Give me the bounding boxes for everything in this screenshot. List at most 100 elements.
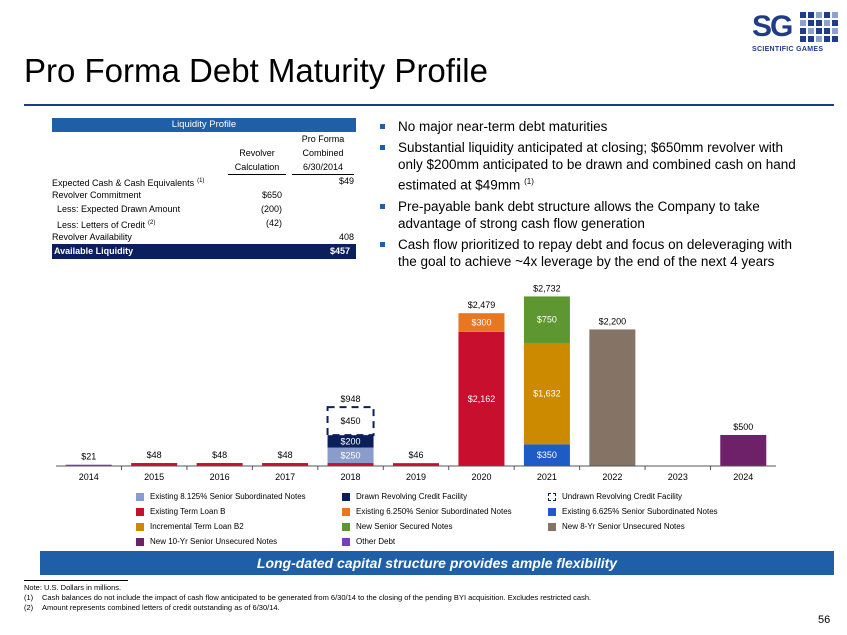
- legend-swatch: [342, 538, 350, 546]
- legend-item: New 10-Yr Senior Unsecured Notes: [136, 537, 277, 547]
- liquidity-row-combined: 408: [338, 232, 354, 242]
- legend-label: Incremental Term Loan B2: [150, 522, 244, 531]
- bar-segment: [326, 406, 375, 437]
- takeaway-banner: Long-dated capital structure provides am…: [40, 551, 834, 575]
- bar-segment: [393, 463, 439, 466]
- legend-label: Existing 6.625% Senior Subordinated Note…: [562, 507, 718, 516]
- bar-segment: [523, 342, 570, 445]
- available-liquidity-label: Available Liquidity: [54, 246, 134, 256]
- company-logo: SG SCIENTIFIC GAMES: [752, 8, 842, 56]
- bar-segment: [262, 463, 309, 466]
- bullet-item: Substantial liquidity anticipated at clo…: [376, 139, 796, 194]
- legend-label: New 8-Yr Senior Unsecured Notes: [562, 522, 685, 531]
- liquidity-row: Less: Letters of Credit (2) (42): [52, 216, 356, 230]
- bullet-text: No major near-term debt maturities: [398, 119, 608, 134]
- legend-swatch: [548, 508, 556, 516]
- bar-segment: [589, 329, 636, 466]
- proforma-col-line3: 6/30/2014: [292, 160, 354, 175]
- legend-item: Existing 6.625% Senior Subordinated Note…: [548, 507, 718, 517]
- legend-label: New Senior Secured Notes: [356, 522, 453, 531]
- proforma-col-line2: Combined: [302, 148, 344, 158]
- legend-swatch: [342, 508, 350, 516]
- legend-item: Existing 6.250% Senior Subordinated Note…: [342, 507, 512, 517]
- footnote-text: Amount represents combined letters of cr…: [42, 603, 280, 612]
- bar-segment: [720, 434, 767, 466]
- liquidity-profile-table: Liquidity Profile Revolver Calculation P…: [52, 118, 356, 259]
- legend-item: Incremental Term Loan B2: [136, 522, 244, 532]
- x-tick-label: 2017: [275, 472, 295, 482]
- legend-swatch: [136, 508, 144, 516]
- legend-swatch: [136, 523, 144, 531]
- bullet-text: Pre-payable bank debt structure allows t…: [398, 198, 760, 231]
- bar-total-label: $500: [733, 422, 753, 432]
- x-tick-label: 2023: [668, 472, 688, 482]
- liquidity-row-combined: $49: [338, 176, 354, 186]
- footnote-item: (2) Amount represents combined letters of…: [24, 603, 591, 613]
- liquidity-row-label: Expected Cash & Cash Equivalents: [52, 178, 195, 188]
- legend-label: New 10-Yr Senior Unsecured Notes: [150, 537, 278, 546]
- bullet-item: Pre-payable bank debt structure allows t…: [376, 198, 796, 232]
- legend-item: Existing 8.125% Senior Subordinated Note…: [136, 492, 306, 502]
- bar-total-label: $48: [278, 450, 293, 460]
- liquidity-row: Expected Cash & Cash Equivalents (1) $49: [52, 174, 356, 188]
- logo-grid-icon: [800, 12, 838, 42]
- x-tick-label: 2014: [79, 472, 99, 482]
- liquidity-row-label: Revolver Commitment: [52, 190, 142, 200]
- liquidity-row-label-wrap: Expected Cash & Cash Equivalents (1): [52, 174, 204, 190]
- liquidity-row-revolver: $650: [261, 190, 282, 200]
- bullet-square-icon: [380, 203, 385, 209]
- liquidity-row-label-wrap: Less: Letters of Credit (2): [52, 216, 155, 232]
- segment-label: $200: [341, 436, 361, 446]
- bar-total-label: $48: [147, 450, 162, 460]
- x-tick-label: 2016: [210, 472, 230, 482]
- bar-segment: [327, 463, 374, 466]
- liquidity-footnote-ref: (2): [148, 220, 156, 226]
- logo-letters: SG: [752, 10, 793, 43]
- bar-total-label: $2,200: [599, 316, 627, 326]
- segment-label: $2,162: [468, 394, 496, 404]
- bar-total-label: $46: [408, 450, 423, 460]
- legend-swatch: [342, 493, 350, 501]
- bar-segment: [327, 435, 374, 448]
- x-tick-label: 2024: [733, 472, 753, 482]
- proforma-col-line1: Pro Forma: [301, 134, 345, 144]
- legend-label: Other Debt: [356, 537, 396, 546]
- bar-segment: [327, 447, 374, 464]
- segment-label: $1,632: [533, 389, 561, 399]
- bar-total-label: $2,479: [468, 300, 496, 310]
- footnote-rule: [24, 580, 128, 581]
- x-tick-label: 2019: [406, 472, 426, 482]
- legend-item: New Senior Secured Notes: [342, 522, 453, 532]
- bullet-footnote-ref: (1): [524, 177, 534, 186]
- footnote-item: (1) Cash balances do not include the impa…: [24, 593, 591, 603]
- segment-label: $250: [341, 450, 361, 460]
- liquidity-footnote-ref: (1): [197, 178, 205, 184]
- bar-total-label: $948: [341, 394, 361, 404]
- bar-total-label: $21: [81, 452, 96, 462]
- revolver-col-line1: Revolver: [239, 148, 275, 158]
- bullet-text: Cash flow prioritized to repay debt and …: [398, 236, 792, 269]
- legend-swatch: [342, 523, 350, 531]
- bar-total-label: $48: [212, 450, 227, 460]
- bullet-item: No major near-term debt maturities: [376, 118, 796, 135]
- bar-segment: [131, 463, 178, 466]
- footnote-intro: Note: U.S. Dollars in millions.: [24, 583, 122, 592]
- page-number: 56: [818, 614, 831, 626]
- logo-tagline: SCIENTIFIC GAMES: [752, 46, 824, 53]
- x-tick-label: 2021: [537, 472, 557, 482]
- bar-segment: [523, 444, 570, 466]
- bar-total-label: $2,732: [533, 283, 561, 293]
- liquidity-row: Less: Expected Drawn Amount (200): [52, 202, 356, 216]
- legend-item: Other Debt: [342, 537, 395, 547]
- legend-item: Undrawn Revolving Credit Facility: [548, 492, 682, 502]
- liquidity-row-revolver: (200): [260, 204, 282, 214]
- bar-segment: [523, 296, 570, 343]
- available-liquidity-row: Available Liquidity $457: [52, 244, 356, 259]
- segment-label: $300: [471, 317, 491, 327]
- liquidity-row-label: Less: Expected Drawn Amount: [52, 204, 181, 214]
- segment-label: $350: [537, 450, 557, 460]
- bullet-square-icon: [380, 124, 385, 129]
- footnote-key: (1): [24, 593, 34, 602]
- key-points-list: No major near-term debt maturities Substa…: [376, 118, 796, 274]
- available-liquidity-value: $457: [329, 246, 350, 256]
